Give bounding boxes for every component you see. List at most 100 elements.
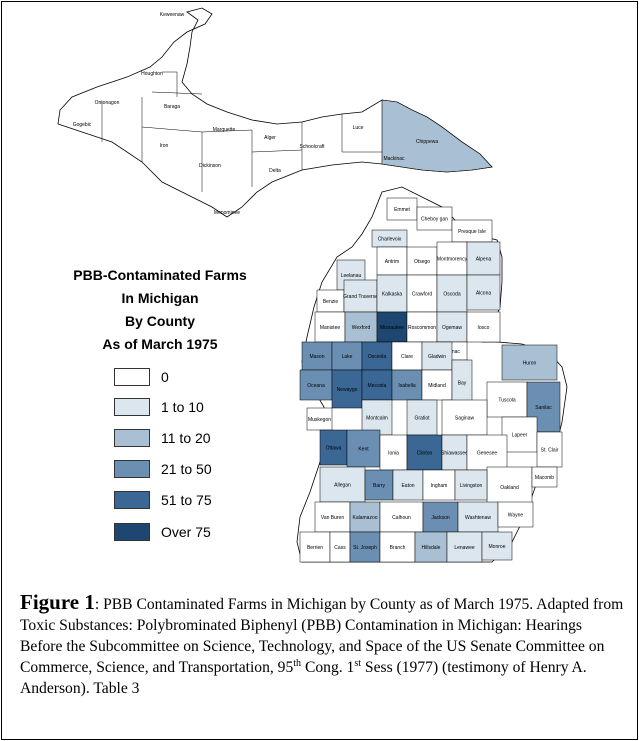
county-shape-livingston [454, 469, 488, 501]
county-shape-cheboy-gan [416, 206, 453, 231]
county-label-gladwin: Gladwin [428, 354, 446, 360]
county-label-lenawee: Lenawee [454, 545, 475, 551]
county-shape-ionia [379, 434, 408, 471]
legend-swatch [114, 368, 150, 386]
county-label-ogemaw: Ogemaw [442, 325, 462, 331]
county-label-oscoda: Oscoda [443, 292, 460, 298]
county-shape-antrim [376, 246, 408, 276]
county-shape-clare [391, 341, 423, 371]
county-label-sanilac: Sanilac [535, 405, 552, 411]
county-label-oakland: Oakland [500, 485, 519, 491]
county-shape-shiawassee [441, 434, 468, 471]
county-label-livingston: Livingston [460, 483, 483, 489]
county-label-ingham: Ingham [431, 483, 448, 489]
county-label-missaukee: Missaukee [380, 325, 404, 331]
county-shape-gratiot [406, 399, 438, 436]
county-label-grand-traverse: Grand Traverse [343, 294, 378, 300]
county-label-antrim: Antrim [385, 259, 399, 265]
legend-item: 1 to 10 [114, 398, 274, 420]
county-label-huron: Huron [523, 361, 537, 367]
county-label-shiawassee: Shiawassee [441, 451, 468, 457]
county-label-midland: Midland [428, 383, 446, 389]
county-shape-macomb [531, 466, 558, 488]
county-label-manistee: Manistee [320, 325, 341, 331]
county-label-leelanau: Leelanau [341, 273, 362, 279]
county-label-benzie: Benzie [323, 299, 339, 305]
county-label-osceola: Osceola [368, 354, 387, 360]
county-label-van-buren: Van Buren [321, 515, 344, 521]
legend-swatch [114, 523, 150, 541]
county-label-wayne: Wayne [508, 513, 524, 519]
county-label-ionia: Ionia [388, 451, 399, 457]
county-label-clinton: Clinton [417, 451, 433, 457]
county-shape-newaygo [331, 369, 363, 409]
county-label-washtenaw: Washtenaw [465, 515, 491, 521]
county-shape-missaukee [376, 311, 408, 343]
county-label-montmorency: Montmorency [437, 257, 468, 263]
county-shape-monroe [481, 531, 513, 561]
legend-title-line: PBB-Contaminated Farms [73, 267, 247, 283]
county-label-keweenaw: Keweenaw [160, 12, 185, 18]
upper-peninsula-outline [57, 7, 493, 218]
county-shape-calhoun [379, 501, 424, 533]
legend-label: 1 to 10 [161, 399, 204, 415]
county-shape-eaton [392, 469, 424, 501]
county-shape-oakland [486, 466, 533, 508]
county-shape-saginaw [441, 399, 488, 436]
county-label-emmet: Emmet [394, 207, 410, 213]
legend-title-line: By County [125, 313, 195, 329]
county-label-alcona: Alcona [476, 291, 492, 297]
county-label-allegan: Allegan [334, 483, 351, 489]
county-label-schoolcraft: Schoolcraft [299, 144, 325, 150]
county-label-lapeer: Lapeer [512, 433, 528, 439]
legend-item: 21 to 50 [114, 460, 274, 482]
figure-caption: Figure 1: PBB Contaminated Farms in Mich… [20, 592, 624, 699]
county-label-kalamazoo: Kalamazoo [352, 515, 377, 521]
county-shape-genesee [466, 434, 508, 471]
county-label-lake: Lake [342, 354, 353, 360]
county-shape-crawford [406, 274, 438, 313]
county-shape-barry [364, 469, 394, 501]
legend-swatch [114, 429, 150, 447]
county-shape-st-clair [536, 431, 563, 468]
county-label-st-clair: St. Clair [541, 448, 559, 454]
county-label-roscommon: Roscommon [408, 325, 436, 331]
county-label-clare: Clare [401, 354, 413, 360]
county-shape-midland [421, 369, 453, 401]
county-label-gratiot: Gratiot [414, 416, 430, 422]
county-label-berrien: Berrien [307, 545, 323, 551]
county-label-mason: Mason [309, 354, 324, 360]
county-shape-oscoda [436, 274, 468, 313]
county-label-oceana: Oceana [307, 383, 325, 389]
county-label-tuscola: Tuscola [498, 398, 516, 404]
county-shape-montcalm [361, 399, 393, 436]
caption-text: : PBB Contaminated Farms in Michigan by … [20, 596, 624, 676]
county-shape-muskegon [306, 407, 333, 431]
county-label-houghton: Houghton [141, 71, 163, 77]
legend-title-line: In Michigan [121, 290, 199, 306]
legend-item: 0 [114, 368, 274, 390]
county-label-chippewa: Chippewa [416, 139, 438, 145]
county-label-luce: Luce [353, 125, 364, 131]
county-shape-ottawa [319, 429, 348, 466]
county-shape-osceola [361, 341, 393, 371]
county-label-ottawa: Ottawa [326, 446, 342, 452]
caption-sup: th [293, 657, 302, 669]
county-label-dickinson: Dickinson [199, 163, 221, 169]
legend-swatch [114, 460, 150, 478]
county-label-newaygo: Newaygo [337, 387, 358, 393]
county-label-eaton: Eaton [401, 483, 414, 489]
legend-swatch [114, 491, 150, 509]
legend-label: Over 75 [161, 524, 211, 540]
county-label-menominee: Menominee [214, 210, 240, 216]
county-shape-huron [501, 344, 558, 381]
county-label-wexford: Wexford [352, 325, 371, 331]
county-label-iron: Iron [160, 143, 169, 149]
legend-label: 0 [161, 369, 169, 385]
county-shape-alcona [466, 274, 501, 311]
county-label-branch: Branch [390, 545, 406, 551]
county-label-barry: Barry [373, 483, 385, 489]
county-label-kent: Kent [358, 447, 369, 453]
county-shape-lapeer [501, 416, 538, 453]
county-label-delta: Delta [269, 168, 281, 174]
